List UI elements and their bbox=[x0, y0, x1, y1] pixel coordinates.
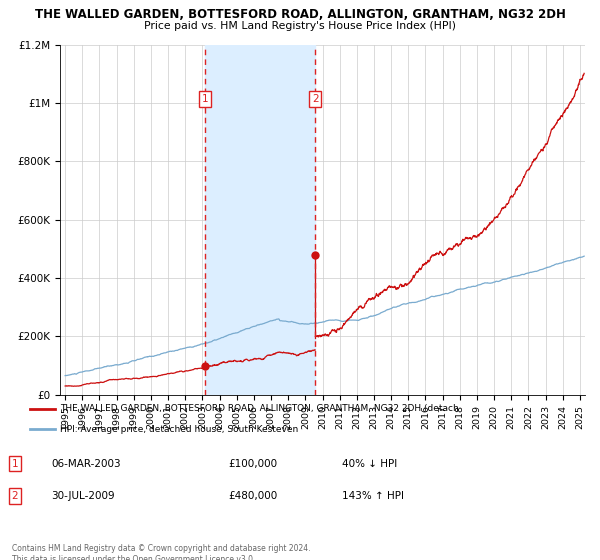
Text: 30-JUL-2009: 30-JUL-2009 bbox=[51, 491, 115, 501]
Text: HPI: Average price, detached house, South Kesteven: HPI: Average price, detached house, Sout… bbox=[60, 425, 299, 434]
Text: 1: 1 bbox=[11, 459, 19, 469]
Text: Contains HM Land Registry data © Crown copyright and database right 2024.
This d: Contains HM Land Registry data © Crown c… bbox=[12, 544, 311, 560]
Text: £480,000: £480,000 bbox=[228, 491, 277, 501]
Text: Price paid vs. HM Land Registry's House Price Index (HPI): Price paid vs. HM Land Registry's House … bbox=[144, 21, 456, 31]
Text: 06-MAR-2003: 06-MAR-2003 bbox=[51, 459, 121, 469]
Text: 143% ↑ HPI: 143% ↑ HPI bbox=[342, 491, 404, 501]
Text: THE WALLED GARDEN, BOTTESFORD ROAD, ALLINGTON, GRANTHAM, NG32 2DH: THE WALLED GARDEN, BOTTESFORD ROAD, ALLI… bbox=[35, 8, 565, 21]
Text: 2: 2 bbox=[312, 94, 319, 104]
Text: 40% ↓ HPI: 40% ↓ HPI bbox=[342, 459, 397, 469]
Text: THE WALLED GARDEN, BOTTESFORD ROAD, ALLINGTON, GRANTHAM, NG32 2DH (detach: THE WALLED GARDEN, BOTTESFORD ROAD, ALLI… bbox=[60, 404, 459, 413]
Text: 1: 1 bbox=[202, 94, 209, 104]
Bar bbox=[205, 45, 315, 395]
Text: £100,000: £100,000 bbox=[228, 459, 277, 469]
Text: 2: 2 bbox=[11, 491, 19, 501]
